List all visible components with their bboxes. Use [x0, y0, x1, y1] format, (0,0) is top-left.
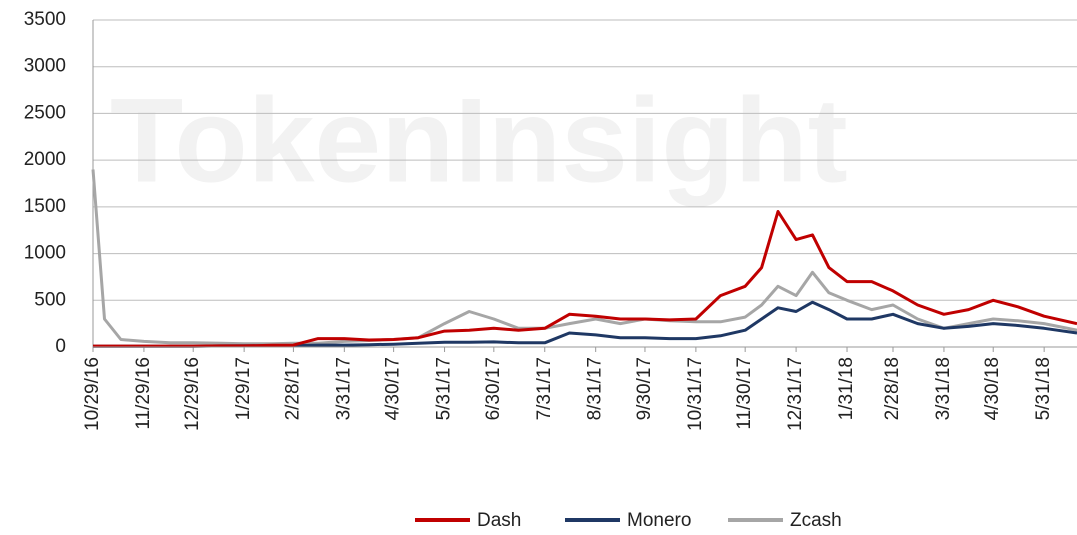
x-tick-label: 7/31/17 — [534, 357, 555, 420]
y-tick-label: 2000 — [24, 149, 66, 170]
legend-label: Dash — [477, 510, 521, 531]
series-line — [93, 210, 1077, 348]
series-line — [91, 169, 1077, 346]
y-tick-label: 1500 — [24, 196, 66, 217]
x-tick-label: 12/29/16 — [182, 357, 203, 431]
y-tick-label: 500 — [34, 289, 66, 310]
x-tick-label: 3/31/17 — [333, 357, 354, 420]
x-tick-label: 9/30/17 — [634, 357, 655, 420]
x-tick-label: 8/31/17 — [585, 357, 606, 420]
x-tick-label: 4/30/18 — [982, 357, 1003, 420]
x-tick-label: 11/29/16 — [133, 357, 154, 430]
x-tick-label: 6/30/17 — [483, 357, 504, 420]
x-tick-label: 2/28/17 — [282, 357, 303, 420]
y-tick-label: 3500 — [24, 9, 66, 30]
y-tick-label: 1000 — [24, 243, 66, 264]
watermark: TokenInsight — [110, 74, 848, 208]
legend-label: Monero — [627, 510, 691, 531]
y-tick-label: 3000 — [24, 56, 66, 77]
x-tick-label: 1/31/18 — [836, 357, 857, 420]
y-tick-label: 2500 — [24, 102, 66, 123]
x-tick-label: 10/29/16 — [82, 357, 103, 431]
x-tick-label: 5/31/18 — [1033, 357, 1054, 420]
x-tick-label: 3/31/18 — [933, 357, 954, 420]
x-tick-label: 5/31/17 — [434, 357, 455, 420]
x-tick-label: 12/31/17 — [785, 357, 806, 431]
legend-label: Zcash — [790, 510, 842, 531]
x-tick-label: 2/28/18 — [882, 357, 903, 420]
x-tick-label: 10/31/17 — [685, 357, 706, 431]
y-tick-label: 0 — [55, 336, 66, 357]
x-tick-label: 1/29/17 — [233, 357, 254, 420]
x-tick-label: 4/30/17 — [383, 357, 404, 420]
x-tick-label: 11/30/17 — [734, 357, 755, 430]
